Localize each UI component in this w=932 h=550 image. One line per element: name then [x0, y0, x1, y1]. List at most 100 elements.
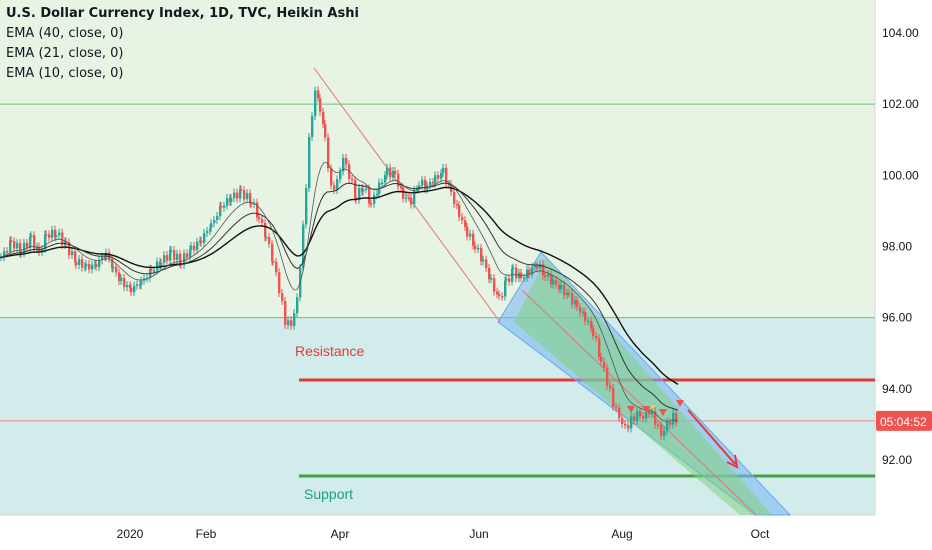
candle — [30, 235, 32, 237]
candle — [287, 320, 289, 325]
candle — [442, 168, 444, 173]
candle — [576, 300, 578, 307]
candle — [112, 267, 114, 269]
candle — [672, 413, 674, 425]
candle — [389, 168, 391, 178]
candle — [563, 285, 565, 295]
candle — [240, 189, 242, 191]
candle — [163, 255, 165, 263]
candle — [120, 278, 122, 281]
candle — [402, 187, 404, 199]
y-tick-label: 102.00 — [882, 97, 919, 111]
candle — [123, 278, 125, 287]
candle — [345, 158, 347, 164]
candle — [579, 307, 581, 313]
candle — [230, 198, 232, 202]
candle — [296, 297, 298, 313]
candle — [466, 227, 468, 237]
candle — [627, 425, 629, 428]
candle — [16, 243, 18, 248]
candle — [456, 204, 458, 206]
candle — [590, 321, 592, 329]
candle — [365, 188, 367, 190]
candle — [595, 336, 597, 338]
candle — [85, 264, 87, 266]
candle — [362, 189, 364, 191]
candle — [220, 206, 222, 208]
candle — [410, 198, 412, 205]
candle — [477, 248, 479, 250]
candle — [642, 416, 644, 418]
candle — [612, 388, 614, 407]
candle — [258, 217, 260, 219]
candle — [496, 292, 498, 295]
candle — [618, 408, 620, 418]
candle — [293, 313, 295, 326]
candle — [213, 220, 215, 223]
y-tick-label: 94.00 — [882, 382, 912, 396]
candle — [71, 251, 73, 255]
candle — [609, 386, 611, 388]
candle — [584, 312, 586, 321]
candle — [469, 234, 471, 237]
candle — [160, 263, 162, 266]
x-tick-label: Oct — [751, 527, 770, 541]
candle — [153, 270, 155, 272]
candle — [91, 265, 93, 270]
candle — [639, 411, 641, 416]
candle — [488, 268, 490, 279]
candle — [200, 241, 202, 243]
candle — [311, 116, 313, 137]
candle — [512, 268, 514, 270]
candle — [606, 368, 608, 386]
candle — [156, 261, 158, 270]
candle — [265, 237, 267, 239]
candle — [571, 293, 573, 304]
candle — [663, 431, 665, 436]
x-tick-label: Aug — [611, 527, 632, 541]
y-tick-label: 96.00 — [882, 311, 912, 325]
candle — [669, 422, 671, 425]
candle — [314, 91, 316, 117]
candle — [305, 188, 307, 224]
candle — [592, 329, 594, 336]
candle — [501, 296, 503, 298]
candle — [485, 260, 487, 268]
candle — [333, 185, 335, 190]
candle — [508, 278, 510, 281]
candle — [115, 267, 117, 273]
candle — [26, 243, 28, 248]
candle — [268, 237, 270, 244]
candle — [193, 246, 195, 250]
candle — [633, 417, 635, 421]
candle — [55, 235, 57, 237]
candle — [493, 278, 495, 291]
candle — [552, 280, 554, 284]
candle — [464, 220, 466, 227]
candle — [648, 411, 650, 414]
y-tick-label: 100.00 — [882, 168, 919, 182]
candle — [523, 278, 525, 280]
candle — [133, 286, 135, 292]
candle — [250, 203, 252, 205]
y-tick-label: 92.00 — [882, 453, 912, 467]
candle — [461, 217, 463, 220]
candle — [440, 173, 442, 179]
candle — [405, 198, 407, 200]
candle — [88, 264, 90, 269]
candle — [51, 230, 53, 238]
candle — [196, 242, 198, 251]
candle — [322, 112, 324, 124]
candle — [381, 183, 383, 185]
candle — [308, 137, 310, 188]
candle — [474, 246, 476, 249]
y-tick-label: 98.00 — [882, 240, 912, 254]
candle — [568, 293, 570, 295]
candle — [480, 248, 482, 261]
candle — [458, 205, 460, 217]
candle — [453, 192, 455, 204]
candle — [615, 407, 617, 409]
x-tick-label: Apr — [331, 527, 350, 541]
candle — [675, 413, 677, 423]
candle — [176, 254, 178, 260]
